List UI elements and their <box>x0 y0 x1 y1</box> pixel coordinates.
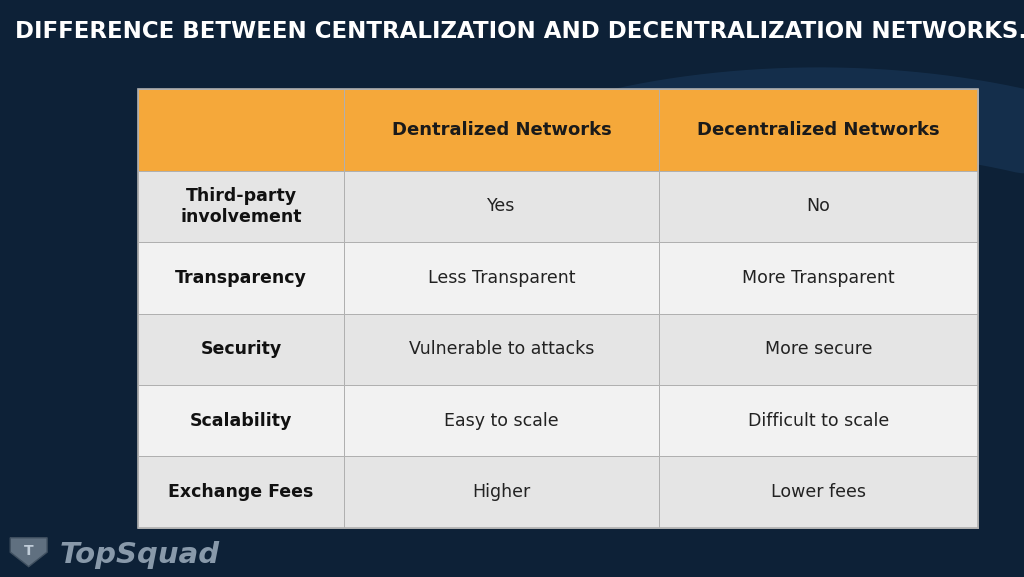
Bar <box>138 89 978 528</box>
Bar <box>658 313 978 385</box>
Bar <box>344 242 658 313</box>
Text: Difficult to scale: Difficult to scale <box>748 412 889 430</box>
Bar <box>138 242 344 313</box>
Text: Transparency: Transparency <box>175 269 307 287</box>
Text: Exchange Fees: Exchange Fees <box>168 483 313 501</box>
Text: Yes: Yes <box>487 197 516 215</box>
Text: TopSquad: TopSquad <box>59 541 219 569</box>
Bar <box>658 89 978 171</box>
Bar <box>138 456 344 528</box>
Bar <box>344 89 658 171</box>
Bar <box>344 171 658 242</box>
Polygon shape <box>10 538 47 567</box>
Bar <box>344 456 658 528</box>
Bar <box>344 313 658 385</box>
Text: T: T <box>24 544 34 558</box>
Text: Scalability: Scalability <box>189 412 292 430</box>
Bar <box>658 456 978 528</box>
Text: Decentralized Networks: Decentralized Networks <box>697 121 940 139</box>
Bar <box>138 313 344 385</box>
Text: More secure: More secure <box>765 340 872 358</box>
Text: Higher: Higher <box>472 483 530 501</box>
Text: Less Transparent: Less Transparent <box>428 269 575 287</box>
Bar <box>138 385 344 456</box>
Text: Third-party
involvement: Third-party involvement <box>180 187 302 226</box>
Bar <box>344 385 658 456</box>
Text: Lower fees: Lower fees <box>771 483 866 501</box>
Text: More Transparent: More Transparent <box>742 269 895 287</box>
Text: DIFFERENCE BETWEEN CENTRALIZATION AND DECENTRALIZATION NETWORKS.: DIFFERENCE BETWEEN CENTRALIZATION AND DE… <box>15 20 1024 43</box>
Text: Easy to scale: Easy to scale <box>444 412 559 430</box>
Bar <box>138 89 344 171</box>
Bar <box>658 385 978 456</box>
Text: Vulnerable to attacks: Vulnerable to attacks <box>409 340 594 358</box>
Text: No: No <box>807 197 830 215</box>
Bar <box>138 171 344 242</box>
Bar <box>658 171 978 242</box>
Text: Dentralized Networks: Dentralized Networks <box>391 121 611 139</box>
Bar <box>658 242 978 313</box>
Text: Security: Security <box>201 340 282 358</box>
